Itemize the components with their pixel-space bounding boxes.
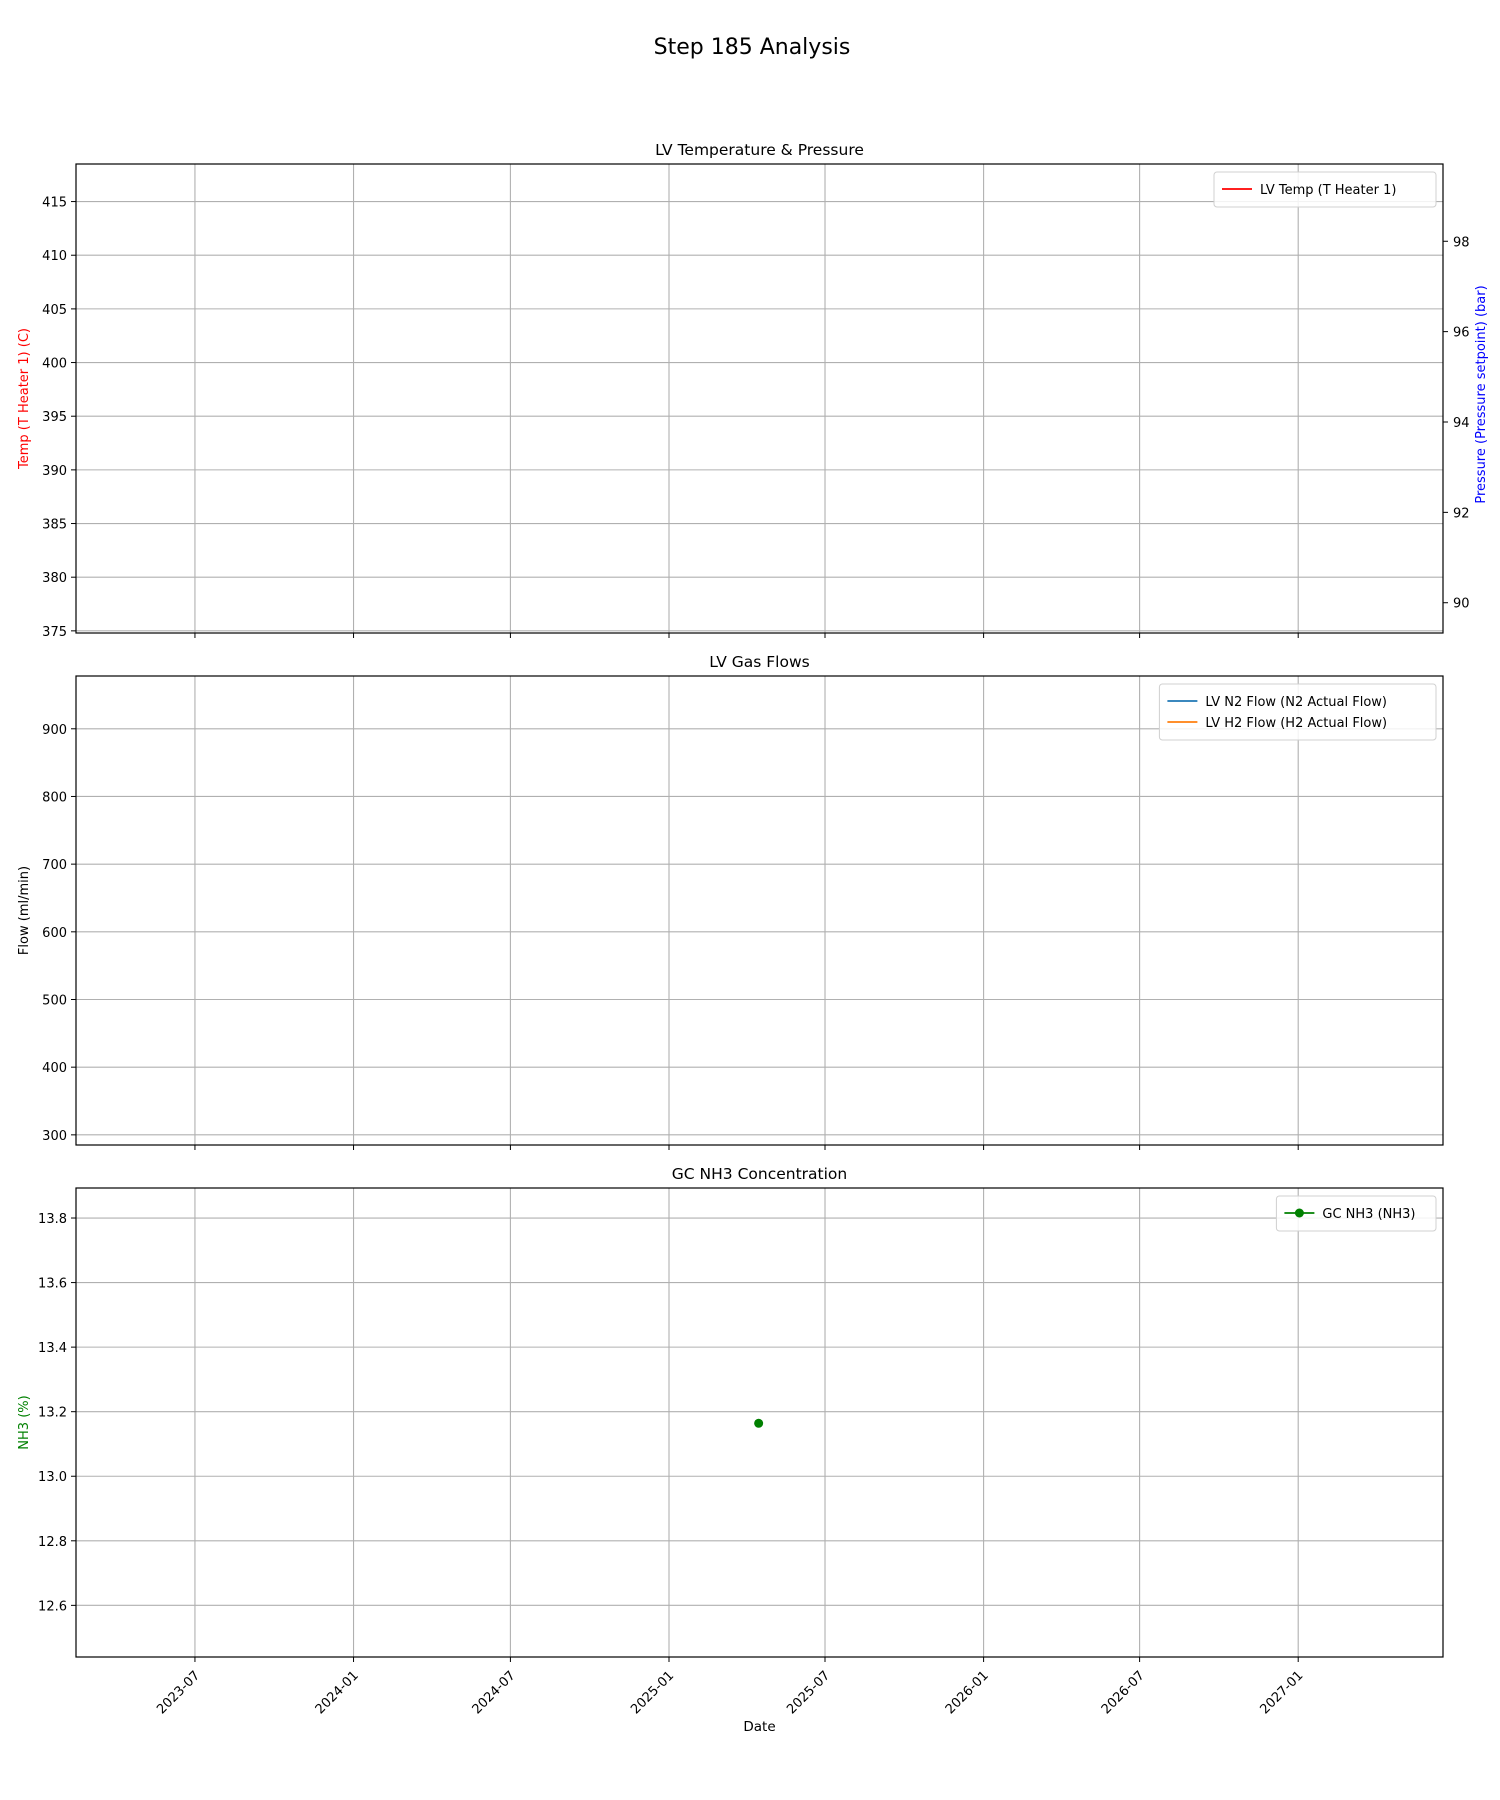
y-tick-label: 400 <box>42 357 67 372</box>
legend-label: LV Temp (T Heater 1) <box>1260 183 1396 198</box>
panel-1: 375 380 385 390 395 400 405 410 415 90 92 94 96 98 Pre… <box>17 141 1489 640</box>
panel-2: 300 400 500 600 700 800 900 LV Gas Flows Flow (m… <box>17 653 1444 1150</box>
y-tick-label: 400 <box>42 1061 67 1076</box>
data-point <box>754 1418 764 1428</box>
subplot-title: GC NH3 Concentration <box>672 1165 847 1183</box>
y-tick-label: 395 <box>42 410 67 425</box>
y-tick-label: 375 <box>42 625 67 640</box>
legend-label: LV N2 Flow (N2 Actual Flow) <box>1205 695 1387 710</box>
legend-label: GC NH3 (NH3) <box>1322 1207 1415 1222</box>
y-tick-label: 800 <box>42 790 67 805</box>
x-tick-label: 2024-01 <box>313 1668 362 1717</box>
legend-box <box>1275 1195 1437 1232</box>
y-tick-label: 12.6 <box>38 1599 67 1614</box>
y-tick-label: 700 <box>42 858 67 873</box>
y-tick-label: 415 <box>42 196 67 211</box>
y-tick-label: 13.6 <box>38 1277 67 1292</box>
y-tick-label: 600 <box>42 926 67 941</box>
y-tick-label: 380 <box>42 571 67 586</box>
x-tick-label: 2026-07 <box>1099 1668 1148 1717</box>
y-tick-label: 13.2 <box>38 1406 67 1421</box>
x-tick-label: 2025-07 <box>784 1668 833 1717</box>
legend: LV N2 Flow (N2 Actual Flow) LV H2 Flow (H… <box>1158 683 1437 741</box>
subplot-title: LV Gas Flows <box>709 653 809 671</box>
panel-3: 2023-07 2024-01 2024-07 2025-01 2025-07 2026-… <box>17 1165 1444 1717</box>
y-tick-label: 405 <box>42 303 67 318</box>
x-tick-label: 2024-07 <box>470 1668 519 1717</box>
x-tick-label: 2025-01 <box>628 1668 677 1717</box>
y-tick-label: 410 <box>42 249 67 264</box>
plot-frame <box>75 675 1444 1146</box>
plot-frame <box>75 163 1444 634</box>
y-axis-label: Temp (T Heater 1) (C) <box>17 328 32 470</box>
y-tick-label: 900 <box>42 723 67 738</box>
figure-title: Step 185 Analysis <box>654 35 851 60</box>
y2-tick-label: 98 <box>1453 235 1470 250</box>
legend: LV Temp (T Heater 1) <box>1213 171 1437 208</box>
y-tick-label: 13.8 <box>38 1212 67 1227</box>
legend-box <box>1158 683 1437 741</box>
legend-box <box>1213 171 1437 208</box>
plot-frame <box>75 1187 1444 1658</box>
x-tick-label: 2026-01 <box>943 1668 992 1717</box>
y-tick-label: 12.8 <box>38 1535 67 1550</box>
y2-tick-label: 96 <box>1453 326 1470 341</box>
x-tick-label: 2023-07 <box>154 1668 203 1717</box>
legend-marker <box>1294 1208 1304 1218</box>
y2-tick-label: 94 <box>1453 416 1470 431</box>
y-tick-label: 300 <box>42 1129 67 1144</box>
y-axis-label: Flow (ml/min) <box>17 866 32 955</box>
y-tick-label: 13.0 <box>38 1470 67 1485</box>
legend: GC NH3 (NH3) <box>1275 1195 1437 1232</box>
y2-axis-label: Pressure (Pressure setpoint) (bar) <box>1474 285 1489 503</box>
x-tick-label: 2027-01 <box>1257 1668 1306 1717</box>
y-tick-label: 13.4 <box>38 1341 67 1356</box>
y-tick-label: 500 <box>42 993 67 1008</box>
y-tick-label: 390 <box>42 464 67 479</box>
y2-tick-label: 90 <box>1453 597 1470 612</box>
legend-label: LV H2 Flow (H2 Actual Flow) <box>1205 716 1387 731</box>
y2-tick-label: 92 <box>1453 506 1470 521</box>
subplot-title: LV Temperature & Pressure <box>655 141 864 159</box>
y-axis-label: NH3 (%) <box>17 1395 32 1449</box>
y-tick-label: 385 <box>42 518 67 533</box>
x-axis-label: Date <box>743 1719 775 1735</box>
